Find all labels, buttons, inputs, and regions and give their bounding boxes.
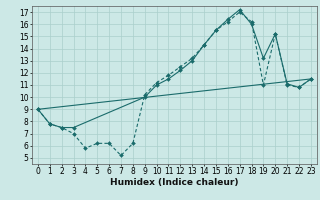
X-axis label: Humidex (Indice chaleur): Humidex (Indice chaleur) — [110, 178, 239, 187]
